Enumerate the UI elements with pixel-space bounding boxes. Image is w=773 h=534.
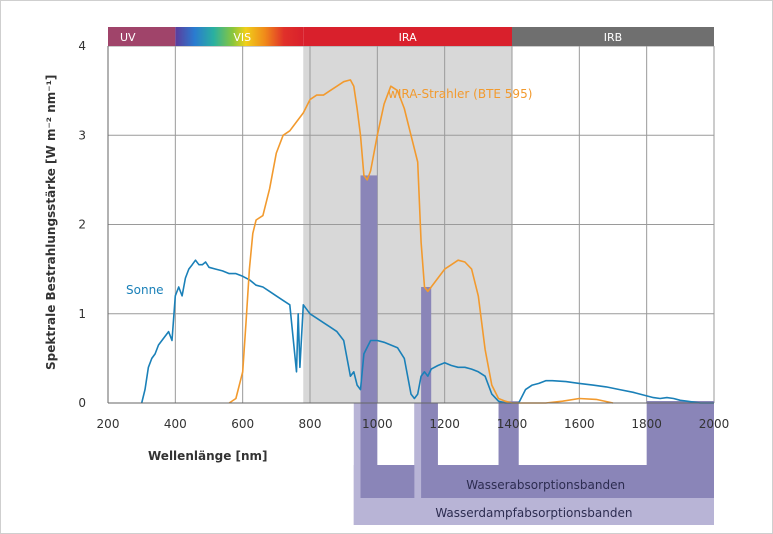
x-tick-label-6: 1400 <box>497 417 528 431</box>
y-tick-label-1: 1 <box>78 307 86 321</box>
x-tick-label-1: 400 <box>164 417 187 431</box>
spectrum-bands-layer: UV VIS IRA IRB <box>108 27 714 46</box>
wasserdampf-label: Wasserdampfabsorptionsbanden <box>435 506 632 520</box>
absorption-gap-3 <box>518 403 647 465</box>
absorption-gap-1 <box>377 403 415 465</box>
band-label-vis: VIS <box>233 31 251 44</box>
x-tick-label-7: 1600 <box>564 417 595 431</box>
y-tick-label-4: 4 <box>78 39 86 53</box>
absorption-layer: Wasserabsorptionsbanden Wasserdampfabsorp… <box>353 403 714 525</box>
y-tick-label-3: 3 <box>78 128 86 142</box>
y-axis-title: Spektrale Bestrahlungsstärke [W m⁻² nm⁻¹… <box>44 75 58 370</box>
wasserabsorption-strip-1 <box>421 286 432 403</box>
y-tick-label-0: 0 <box>78 396 86 410</box>
series-line-1 <box>228 79 614 404</box>
series-label-sonne: Sonne <box>126 283 164 297</box>
x-tick-label-8: 1800 <box>631 417 662 431</box>
x-axis-title: Wellenlänge [nm] <box>148 449 268 463</box>
band-irb <box>512 27 714 46</box>
x-tick-label-0: 200 <box>97 417 120 431</box>
absorption-gap-divider <box>414 403 422 498</box>
series-label-wira: wIRA-Strahler (BTE 595) <box>388 87 532 101</box>
wasserabsorption-label: Wasserabsorptionsbanden <box>466 478 625 492</box>
x-tick-label-4: 1000 <box>362 417 393 431</box>
x-tick-label-2: 600 <box>231 417 254 431</box>
band-label-ira: IRA <box>399 31 417 44</box>
x-tick-label-5: 1200 <box>429 417 460 431</box>
wasserabsorption-strip-0 <box>360 175 378 403</box>
series-line-0 <box>140 259 714 404</box>
band-label-uv: UV <box>120 31 136 44</box>
y-tick-label-2: 2 <box>78 218 86 232</box>
band-uv <box>108 27 176 46</box>
wasserabsorption-strip-3 <box>646 401 714 403</box>
x-tick-label-3: 800 <box>299 417 322 431</box>
absorption-gap-2 <box>437 403 499 465</box>
axes-layer: 200 400 600 800 1000 1200 1400 1600 1800 2000 0 1 2 3… <box>78 39 729 431</box>
band-vis <box>175 27 304 46</box>
wasserdampf-strip <box>353 498 714 525</box>
series-layer: Sonne wIRA-Strahler (BTE 595) <box>126 79 714 404</box>
x-tick-label-9: 2000 <box>699 417 730 431</box>
band-label-irb: IRB <box>604 31 622 44</box>
band-ira <box>303 27 512 46</box>
